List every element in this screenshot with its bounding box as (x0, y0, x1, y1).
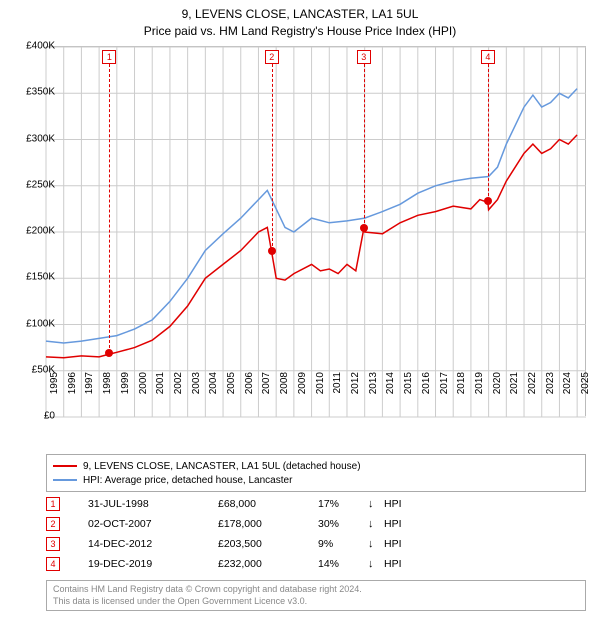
x-axis-label: 2011 (332, 372, 343, 394)
marker-box-4: 4 (481, 50, 495, 64)
sale-pct: 30% (318, 518, 368, 530)
sales-table: 131-JUL-1998£68,00017%↓HPI202-OCT-2007£1… (46, 494, 586, 574)
marker-line-2 (272, 64, 273, 251)
sale-marker: 2 (46, 517, 60, 531)
y-axis-label: £0 (9, 411, 55, 422)
y-axis-label: £350K (9, 87, 55, 98)
x-axis-label: 1996 (67, 372, 78, 394)
x-axis-label: 2014 (385, 372, 396, 394)
down-arrow-icon: ↓ (368, 538, 384, 550)
x-axis-label: 2013 (368, 372, 379, 394)
x-axis-label: 2020 (492, 372, 503, 394)
x-axis-label: 2017 (439, 372, 450, 394)
marker-line-1 (109, 64, 110, 353)
x-axis-label: 2012 (350, 372, 361, 394)
price-chart (46, 46, 586, 416)
x-axis-label: 2006 (244, 372, 255, 394)
y-axis-label: £250K (9, 179, 55, 190)
x-axis-label: 2001 (155, 372, 166, 394)
sale-marker: 3 (46, 537, 60, 551)
x-axis-label: 1998 (102, 372, 113, 394)
down-arrow-icon: ↓ (368, 518, 384, 530)
x-axis-label: 2018 (456, 372, 467, 394)
sale-price: £68,000 (218, 498, 318, 510)
x-axis-label: 2016 (421, 372, 432, 394)
y-axis-label: £100K (9, 318, 55, 329)
legend-item: 9, LEVENS CLOSE, LANCASTER, LA1 5UL (det… (53, 459, 579, 473)
down-arrow-icon: ↓ (368, 498, 384, 510)
sale-hpi-label: HPI (384, 518, 424, 530)
x-axis-label: 2000 (138, 372, 149, 394)
marker-box-2: 2 (265, 50, 279, 64)
x-axis-label: 2022 (527, 372, 538, 394)
x-axis-label: 2002 (173, 372, 184, 394)
sale-row: 4 19-DEC-2019£232,00014%↓HPI (46, 554, 586, 574)
sale-hpi-label: HPI (384, 498, 424, 510)
y-axis-label: £400K (9, 41, 55, 52)
sale-pct: 17% (318, 498, 368, 510)
chart-svg (46, 47, 586, 417)
sale-date: 02-OCT-2007 (88, 518, 218, 530)
x-axis-label: 2004 (208, 372, 219, 394)
marker-line-4 (488, 64, 489, 201)
marker-dot-3 (360, 224, 368, 232)
x-axis-label: 2023 (545, 372, 556, 394)
x-axis-label: 1997 (84, 372, 95, 394)
y-axis-label: £200K (9, 226, 55, 237)
marker-box-3: 3 (357, 50, 371, 64)
x-axis-label: 2005 (226, 372, 237, 394)
x-axis-label: 2009 (297, 372, 308, 394)
legend-swatch (53, 465, 77, 467)
footer-line2: This data is licensed under the Open Gov… (53, 596, 579, 608)
x-axis-label: 2008 (279, 372, 290, 394)
title-subtitle: Price paid vs. HM Land Registry's House … (0, 23, 600, 40)
legend-swatch (53, 479, 77, 481)
footer-line1: Contains HM Land Registry data © Crown c… (53, 584, 579, 596)
sale-row: 2 02-OCT-2007£178,00030%↓HPI (46, 514, 586, 534)
x-axis-label: 1995 (49, 372, 60, 394)
y-axis-label: £150K (9, 272, 55, 283)
x-axis-label: 1999 (120, 372, 131, 394)
sale-price: £203,500 (218, 538, 318, 550)
sale-hpi-label: HPI (384, 538, 424, 550)
sale-pct: 14% (318, 558, 368, 570)
footer-attribution: Contains HM Land Registry data © Crown c… (46, 580, 586, 611)
x-axis-label: 2024 (562, 372, 573, 394)
sale-price: £178,000 (218, 518, 318, 530)
x-axis-label: 2010 (315, 372, 326, 394)
sale-pct: 9% (318, 538, 368, 550)
sale-row: 1 31-JUL-1998£68,00017%↓HPI (46, 494, 586, 514)
title-address: 9, LEVENS CLOSE, LANCASTER, LA1 5UL (0, 6, 600, 23)
legend-item: HPI: Average price, detached house, Lanc… (53, 473, 579, 487)
marker-dot-2 (268, 247, 276, 255)
marker-dot-1 (105, 349, 113, 357)
x-axis-label: 2019 (474, 372, 485, 394)
x-axis-label: 2007 (261, 372, 272, 394)
legend: 9, LEVENS CLOSE, LANCASTER, LA1 5UL (det… (46, 454, 586, 492)
sale-marker: 1 (46, 497, 60, 511)
x-axis-label: 2003 (191, 372, 202, 394)
legend-label: 9, LEVENS CLOSE, LANCASTER, LA1 5UL (det… (83, 461, 361, 472)
y-axis-label: £300K (9, 133, 55, 144)
sale-marker: 4 (46, 557, 60, 571)
sale-date: 31-JUL-1998 (88, 498, 218, 510)
legend-label: HPI: Average price, detached house, Lanc… (83, 475, 292, 486)
chart-title: 9, LEVENS CLOSE, LANCASTER, LA1 5UL Pric… (0, 0, 600, 40)
marker-line-3 (364, 64, 365, 228)
marker-dot-4 (484, 197, 492, 205)
sale-row: 3 14-DEC-2012£203,5009%↓HPI (46, 534, 586, 554)
sale-hpi-label: HPI (384, 558, 424, 570)
sale-price: £232,000 (218, 558, 318, 570)
down-arrow-icon: ↓ (368, 558, 384, 570)
sale-date: 14-DEC-2012 (88, 538, 218, 550)
x-axis-label: 2015 (403, 372, 414, 394)
x-axis-label: 2025 (580, 372, 591, 394)
x-axis-label: 2021 (509, 372, 520, 394)
marker-box-1: 1 (102, 50, 116, 64)
sale-date: 19-DEC-2019 (88, 558, 218, 570)
